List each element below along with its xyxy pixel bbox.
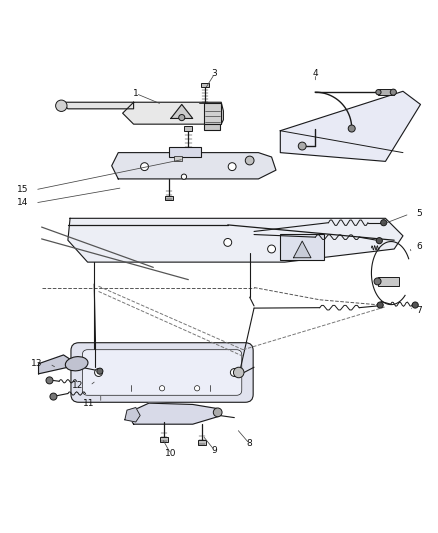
Circle shape	[412, 302, 418, 308]
Bar	[165, 196, 173, 200]
Circle shape	[95, 368, 102, 376]
Text: 4: 4	[313, 69, 318, 78]
Polygon shape	[112, 152, 276, 179]
Circle shape	[213, 408, 222, 417]
Circle shape	[376, 90, 381, 95]
Circle shape	[245, 156, 254, 165]
Circle shape	[141, 163, 148, 171]
Ellipse shape	[65, 357, 88, 371]
Circle shape	[179, 115, 185, 120]
Bar	[280, 233, 324, 260]
Text: 1: 1	[133, 89, 139, 98]
Polygon shape	[127, 403, 219, 424]
Circle shape	[194, 386, 200, 391]
Text: 10: 10	[165, 449, 177, 458]
Bar	[201, 83, 209, 87]
Text: 9: 9	[212, 446, 218, 455]
FancyBboxPatch shape	[82, 350, 242, 395]
Circle shape	[159, 386, 165, 391]
Circle shape	[230, 368, 238, 376]
Circle shape	[50, 393, 57, 400]
Circle shape	[374, 278, 381, 285]
Polygon shape	[68, 219, 403, 262]
Text: 3: 3	[212, 69, 218, 78]
Circle shape	[181, 174, 187, 179]
Polygon shape	[64, 102, 134, 109]
Bar	[204, 124, 220, 130]
Bar	[378, 277, 399, 286]
Circle shape	[348, 125, 355, 132]
Bar	[184, 126, 192, 131]
Polygon shape	[125, 408, 140, 422]
Text: 11: 11	[83, 399, 94, 408]
Circle shape	[224, 238, 232, 246]
Text: 15: 15	[17, 185, 28, 195]
Polygon shape	[39, 355, 72, 374]
Circle shape	[56, 100, 67, 111]
Circle shape	[233, 367, 244, 378]
Polygon shape	[171, 104, 193, 118]
Text: 5: 5	[416, 209, 422, 219]
Text: 12: 12	[72, 381, 83, 390]
Circle shape	[268, 245, 276, 253]
Polygon shape	[280, 91, 420, 161]
Circle shape	[376, 238, 382, 244]
Circle shape	[298, 142, 306, 150]
Polygon shape	[293, 241, 311, 258]
Circle shape	[97, 368, 103, 374]
Text: 13: 13	[32, 359, 43, 368]
Bar	[378, 89, 394, 95]
Text: 14: 14	[17, 198, 28, 207]
Text: 6: 6	[416, 243, 422, 251]
Circle shape	[228, 163, 236, 171]
Text: 7: 7	[416, 306, 422, 315]
Bar	[198, 440, 206, 445]
Bar	[174, 156, 182, 160]
Bar	[204, 103, 221, 124]
Polygon shape	[123, 102, 223, 124]
Circle shape	[46, 377, 53, 384]
FancyBboxPatch shape	[71, 343, 253, 402]
Circle shape	[377, 302, 383, 308]
Bar	[169, 147, 201, 157]
Text: 8: 8	[247, 439, 253, 448]
Circle shape	[381, 220, 387, 226]
Bar	[160, 437, 168, 442]
Circle shape	[390, 89, 396, 95]
